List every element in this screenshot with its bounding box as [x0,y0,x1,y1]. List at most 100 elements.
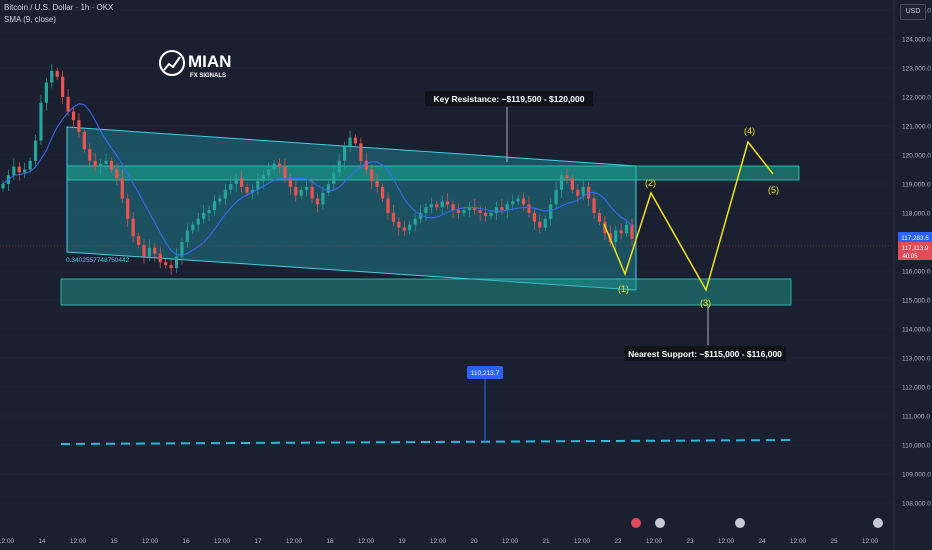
resistance-callout [425,91,593,106]
last-price-tag-text: 117,113.9 [901,245,929,252]
candle-body [386,198,390,213]
candle-body [169,265,173,269]
sma-price-tag-text: 117,283.6 [901,235,929,242]
candle-body [239,178,244,187]
candle-body [174,256,179,269]
candle-body [44,82,48,103]
candle-body [619,230,623,234]
candle-body [23,169,27,173]
time-tick-label: 17 [254,538,262,545]
candle-body [191,224,195,231]
candle-body [554,189,558,205]
event-icon[interactable] [631,518,641,528]
price-tick-label: 108,000.0 [902,501,931,508]
time-tick-label: 12:00 [862,538,879,545]
time-tick-label: 12:00 [358,538,375,545]
channel-level-label: 0.340255774875044​2 [66,257,130,264]
price-tick-label: 120,000.0 [902,153,931,160]
time-tick-label: 12:00 [430,538,447,545]
mian-logo: MIAN FX SIGNALS [159,50,231,79]
event-icon[interactable] [655,518,665,528]
candle-body [267,169,271,176]
candle-body [630,224,634,239]
support-callout-text: Nearest Support: ~$115,000 - $116,000 [628,349,782,359]
candle-body [370,169,374,182]
candle-body [467,207,471,211]
price-tick-label: 119,000.0 [902,182,931,189]
price-tick-label: 112,000.0 [902,385,931,392]
candle-body [261,175,265,182]
candle-body [353,137,358,144]
wave-1-label: (1) [618,284,629,294]
time-tick-label: 25 [830,538,838,545]
price-tick-label: 122,000.0 [902,95,931,102]
candle-body [511,201,515,205]
candle-body [549,204,553,219]
candle-body [597,213,602,222]
indicator-label[interactable]: SMA (9, close) [4,15,57,24]
logo-icon [159,50,185,76]
candle-body [478,210,482,213]
logo-tagline: FX SIGNALS [190,73,226,79]
candle-body [294,186,298,196]
candle-body [391,213,396,222]
event-icon[interactable] [873,518,883,528]
candle-body [120,178,124,199]
price-tick-label: 115,000.0 [902,298,931,305]
currency-button[interactable]: USD [900,4,926,20]
wave-5-label: (5) [768,185,779,195]
candle-body [380,186,385,199]
candle-body [424,207,428,213]
candle-body [250,189,255,193]
time-tick-label: 12:00 [790,538,807,545]
candle-body [218,198,222,202]
time-tick-label: 15 [110,538,118,545]
event-icon[interactable] [735,518,745,528]
candle-body [521,198,526,205]
candle-body [364,160,368,170]
time-tick-label: 12:00 [286,538,303,545]
candle-body [337,160,341,173]
candle-body [272,163,276,170]
time-tick-label: 14 [38,538,46,545]
candle-body [375,181,379,187]
countdown-text: 40:05 [902,254,918,260]
candle-body [429,204,433,208]
price-tick-label: 109,000.0 [902,472,931,479]
candle-body [164,262,168,266]
candle-body [142,244,146,257]
time-tick-label: 12:00 [646,538,663,545]
candle-body [17,166,21,173]
wave-2-label: (2) [645,178,656,188]
candle-body [310,186,314,199]
support-callout [624,346,786,361]
candle-body [256,181,260,190]
candle-body [624,224,629,234]
last-price-tag [898,242,932,260]
price-tick-label: 110,000.0 [902,443,931,450]
symbol-title: Bitcoin / U.S. Dollar · 1h · OKX [4,3,114,12]
candle-body [299,189,303,196]
candle-body [28,160,32,170]
candle-body [202,213,206,219]
candle-body [614,230,618,242]
time-tick-label: 12:00 [502,538,519,545]
candle-body [397,221,401,228]
wave-4-label: (4) [744,126,755,136]
candle-body [180,242,184,257]
price-tick-label: 121,000.0 [902,124,931,131]
candle-body [516,198,520,202]
candle-body [66,97,70,112]
price-tick-label: 123,000.0 [902,66,931,73]
time-tick-label: 19 [398,538,406,545]
candle-body [153,247,157,254]
time-tick-label: 22 [614,538,622,545]
candle-body [283,166,287,179]
candle-body [413,218,417,225]
candle-body [483,213,488,216]
candle-body [500,207,504,211]
target-line [60,439,796,445]
candle-body [543,218,547,228]
candle-body [532,213,536,222]
